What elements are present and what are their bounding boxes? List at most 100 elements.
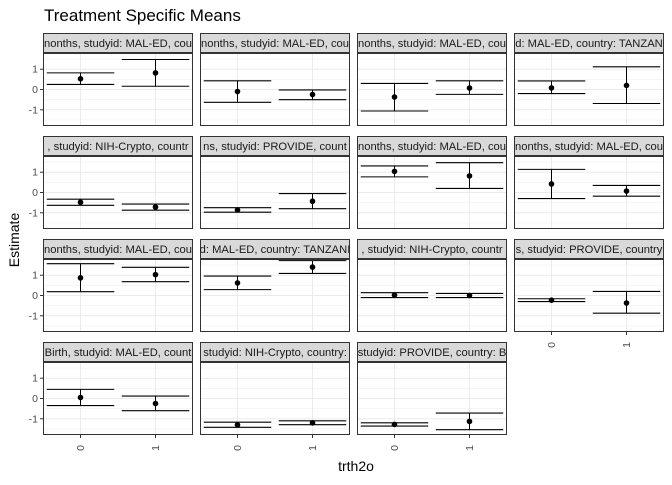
estimate-point <box>309 198 316 205</box>
y-tick-label: 0 <box>32 393 38 405</box>
y-tick-label: 0 <box>32 187 38 199</box>
estimate-point <box>548 85 555 91</box>
facet-strip-label: nonths, studyid: MAL-ED, cou <box>44 38 192 50</box>
data-point-group <box>360 165 429 178</box>
panel-border <box>357 362 507 435</box>
panel-border <box>43 53 193 126</box>
data-point-group <box>278 420 347 426</box>
estimate-point <box>548 181 555 187</box>
estimate-point <box>623 300 630 306</box>
data-point-group <box>278 260 347 274</box>
facet-panel: d: MAL-ED, country: TANZANI <box>200 239 351 332</box>
x-tick-label: 0 <box>232 445 244 451</box>
data-point-group <box>360 421 429 428</box>
panel-border <box>43 362 193 435</box>
facet-panel: , studyid: NIH-Crypto, countr <box>357 239 507 332</box>
x-axis-title: trth2o <box>338 458 374 474</box>
estimate-point <box>466 173 473 179</box>
y-tick-label: 0 <box>32 290 38 302</box>
data-point-group <box>46 72 115 85</box>
y-tick-label: 1 <box>32 270 38 282</box>
estimate-point <box>623 188 630 194</box>
panel-border <box>514 53 664 126</box>
facet-panels: nonths, studyid: MAL-ED, cou-101nonths, … <box>29 33 664 451</box>
x-tick-label: 1 <box>307 445 319 451</box>
facet-strip <box>514 239 664 259</box>
estimate-point <box>391 292 398 298</box>
estimate-point <box>234 88 241 95</box>
facet-strip-label: d: MAL-ED, country: TANZAN <box>515 38 663 50</box>
estimate-point <box>152 70 159 76</box>
estimate-point <box>77 394 84 401</box>
facet-panel: , studyid: NIH-Crypto, countr -1 0 1 <box>29 136 193 229</box>
facet-panel: nonths, studyid: MAL-ED, cou <box>200 33 350 126</box>
estimate-point <box>309 420 316 426</box>
facet-panel: Birth, studyid: MAL-ED, count -1 0 1 0 1 <box>29 342 193 451</box>
x-tick-label: 1 <box>150 445 162 451</box>
estimate-point <box>391 421 398 428</box>
data-point-group <box>435 412 504 431</box>
panel-border <box>200 259 350 332</box>
estimate-point <box>234 207 241 213</box>
data-point-group <box>592 290 661 314</box>
facet-panel: nonths, studyid: MAL-ED, cou -1 0 1 <box>29 239 193 332</box>
facet-strip <box>200 342 350 362</box>
facet-strip-label: nonths, studyid: MAL-ED, cou <box>44 244 192 256</box>
facet-strip <box>357 136 507 156</box>
y-axis-title: Estimate <box>6 213 22 268</box>
facet-strip <box>200 33 350 53</box>
facet-strip <box>43 136 193 156</box>
panel-border <box>514 156 664 229</box>
data-point-group <box>435 292 504 299</box>
facet-strip-label: ns, studyid: PROVIDE, count <box>203 141 348 153</box>
y-tick-label: -1 <box>29 413 38 425</box>
estimate-point <box>77 199 84 206</box>
data-point-group <box>203 207 272 213</box>
estimate-point <box>77 75 84 82</box>
estimate-point <box>466 85 473 91</box>
estimate-point <box>309 264 316 270</box>
facet-panel: nonths, studyid: MAL-ED, cou -1 0 1 <box>29 33 193 126</box>
y-tick-label: 1 <box>32 167 38 179</box>
facet-strip <box>514 33 664 53</box>
data-point-group <box>435 80 504 95</box>
x-tick-label: 0 <box>389 445 401 451</box>
chart-title: Treatment Specific Means <box>44 6 241 25</box>
data-point-group <box>46 388 115 407</box>
data-point-group <box>517 297 586 303</box>
data-point-group <box>278 192 347 210</box>
estimate-point <box>623 82 630 89</box>
data-point-group <box>517 168 586 200</box>
estimate-point <box>391 94 398 100</box>
data-point-group <box>278 89 347 101</box>
data-point-group <box>592 184 661 197</box>
estimate-point <box>234 280 241 286</box>
y-tick-label: 1 <box>32 64 38 76</box>
estimate-point <box>77 275 84 281</box>
facet-strip-label: , studyid: NIH-Crypto, countr <box>47 141 188 153</box>
panel-border <box>43 259 193 332</box>
facet-strip-label: nonths, studyid: MAL-ED, cou <box>515 141 663 153</box>
x-tick-label: 1 <box>621 342 633 348</box>
panel-border <box>200 156 350 229</box>
facet-strip <box>357 239 507 259</box>
data-point-group <box>46 198 115 206</box>
facet-strip <box>514 136 664 156</box>
y-tick-label: -1 <box>29 207 38 219</box>
panel-border <box>200 362 350 435</box>
y-tick-label: -1 <box>29 310 38 322</box>
estimate-point <box>152 204 159 210</box>
facet-strip-label: d: MAL-ED, country: TANZANI <box>200 244 351 256</box>
facet-strip <box>43 342 193 362</box>
estimate-point <box>466 418 473 425</box>
y-tick-label: -1 <box>29 104 38 116</box>
y-tick-label: 0 <box>32 84 38 96</box>
data-point-group <box>203 275 272 291</box>
facet-strip <box>200 239 350 259</box>
x-tick-label: 1 <box>464 445 476 451</box>
data-point-group <box>203 421 272 428</box>
data-point-group <box>360 292 429 299</box>
estimate-point <box>234 422 241 428</box>
